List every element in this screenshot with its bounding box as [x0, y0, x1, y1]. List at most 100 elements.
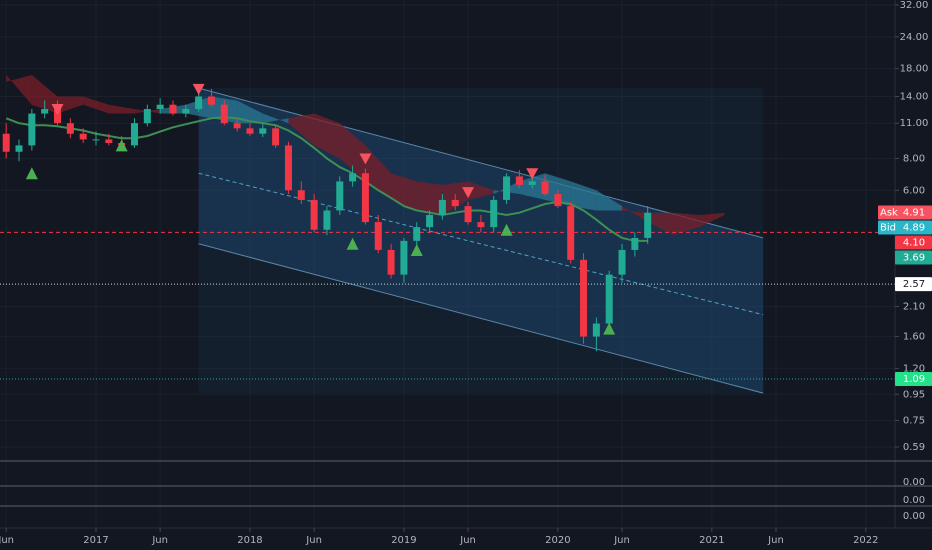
candle-body	[503, 176, 511, 200]
moving-average	[5, 116, 648, 242]
x-tick-label: Jun	[767, 535, 784, 546]
candle-body	[2, 133, 10, 152]
candle-body	[169, 104, 177, 114]
price-axis	[895, 0, 932, 550]
candle-body	[207, 96, 215, 105]
price-label-prefix: Ask	[880, 207, 898, 218]
cloud-segment	[57, 96, 84, 114]
cloud-segment	[416, 181, 443, 215]
price-label-bg	[878, 205, 932, 220]
price-label-bg	[895, 277, 932, 292]
cloud-segment	[647, 212, 674, 236]
cloud-segment	[6, 75, 32, 105]
x-tick-label: Jun	[305, 535, 322, 546]
channel-middle	[198, 172, 764, 316]
candle-body	[631, 237, 639, 250]
candle-body	[105, 139, 113, 143]
candle-body	[605, 274, 613, 324]
candle-body	[41, 109, 49, 114]
candle-body	[66, 123, 74, 134]
price-label: 4.10	[903, 237, 925, 248]
candle-body	[233, 123, 241, 129]
channel-box	[198, 88, 764, 394]
candle-body	[336, 181, 344, 211]
buy-signal	[410, 243, 423, 256]
cloud-segment	[262, 113, 289, 124]
price-label: 4.91	[903, 207, 925, 218]
price-label: 4.89	[903, 222, 925, 233]
price-label-bg	[895, 250, 932, 265]
y-tick-label: 14.00	[900, 91, 929, 102]
candle-body	[54, 109, 62, 124]
candle-body	[413, 227, 421, 241]
candle-body	[426, 214, 434, 228]
candle-body	[490, 199, 498, 228]
channel-fill	[198, 88, 764, 394]
cloud-segment	[570, 181, 597, 211]
cloud-segment	[673, 212, 700, 236]
sell-signal	[192, 83, 205, 95]
candle-body	[323, 210, 331, 230]
candle-body	[477, 222, 485, 228]
channel-lower	[198, 243, 764, 394]
buy-signal	[346, 237, 359, 250]
x-tick-label: 2018	[237, 535, 262, 546]
x-tick-label: 2022	[853, 535, 878, 546]
y-tick-label: 24.00	[900, 32, 929, 43]
candle-body	[28, 113, 36, 146]
sell-signal	[462, 187, 475, 199]
candle-body	[451, 199, 459, 207]
candle-body	[361, 173, 369, 223]
candle-body	[618, 249, 626, 275]
candle-body	[400, 240, 408, 275]
candle-body	[15, 145, 23, 152]
sell-signal	[526, 168, 539, 180]
x-tick-label: Jun	[0, 535, 14, 546]
cloud-segment	[622, 206, 648, 223]
price-label-bg	[895, 372, 932, 387]
cloud-segment	[339, 123, 366, 182]
price-label-bg	[878, 220, 932, 235]
x-tick-label: 2021	[699, 535, 724, 546]
candle-body	[592, 323, 600, 337]
candle-body	[554, 194, 562, 207]
candle-body	[438, 199, 446, 215]
candle-body	[92, 139, 100, 141]
candle-body	[143, 109, 151, 124]
y-tick-label: 6.00	[903, 185, 925, 196]
buy-signal	[25, 167, 38, 180]
candle-body	[284, 145, 292, 191]
buy-signal	[603, 322, 616, 335]
candle-body	[515, 176, 523, 185]
x-tick-label: Jun	[151, 535, 168, 546]
y-tick-label: 11.00	[900, 118, 929, 129]
cloud-segment	[699, 212, 725, 228]
price-label-bg	[895, 235, 932, 250]
x-tick-label: Jun	[613, 535, 630, 546]
cloud-segment	[134, 109, 161, 114]
cloud-segment	[31, 75, 58, 114]
candle-body	[79, 133, 87, 140]
candle-body	[130, 123, 138, 146]
price-label: 1.09	[903, 374, 925, 385]
candle-body	[528, 181, 536, 185]
x-tick-label: Jun	[459, 535, 476, 546]
pane-label: 0.00	[903, 495, 925, 506]
cloud-segment	[108, 104, 135, 114]
candle-body	[541, 181, 549, 195]
candle-body	[195, 96, 203, 110]
y-tick-label: 0.59	[903, 442, 925, 453]
candle-body	[220, 104, 228, 124]
candle-body	[387, 249, 395, 275]
candle-body	[580, 259, 588, 337]
candle-body	[349, 173, 357, 182]
price-label-prefix: Bid	[880, 222, 896, 233]
sell-signal	[51, 104, 64, 116]
cloud-segment	[314, 113, 340, 159]
candle-body	[259, 128, 267, 134]
cloud-segment	[468, 181, 494, 200]
candle-body	[182, 109, 190, 114]
buy-signal	[500, 223, 513, 236]
candle-body	[310, 199, 318, 230]
